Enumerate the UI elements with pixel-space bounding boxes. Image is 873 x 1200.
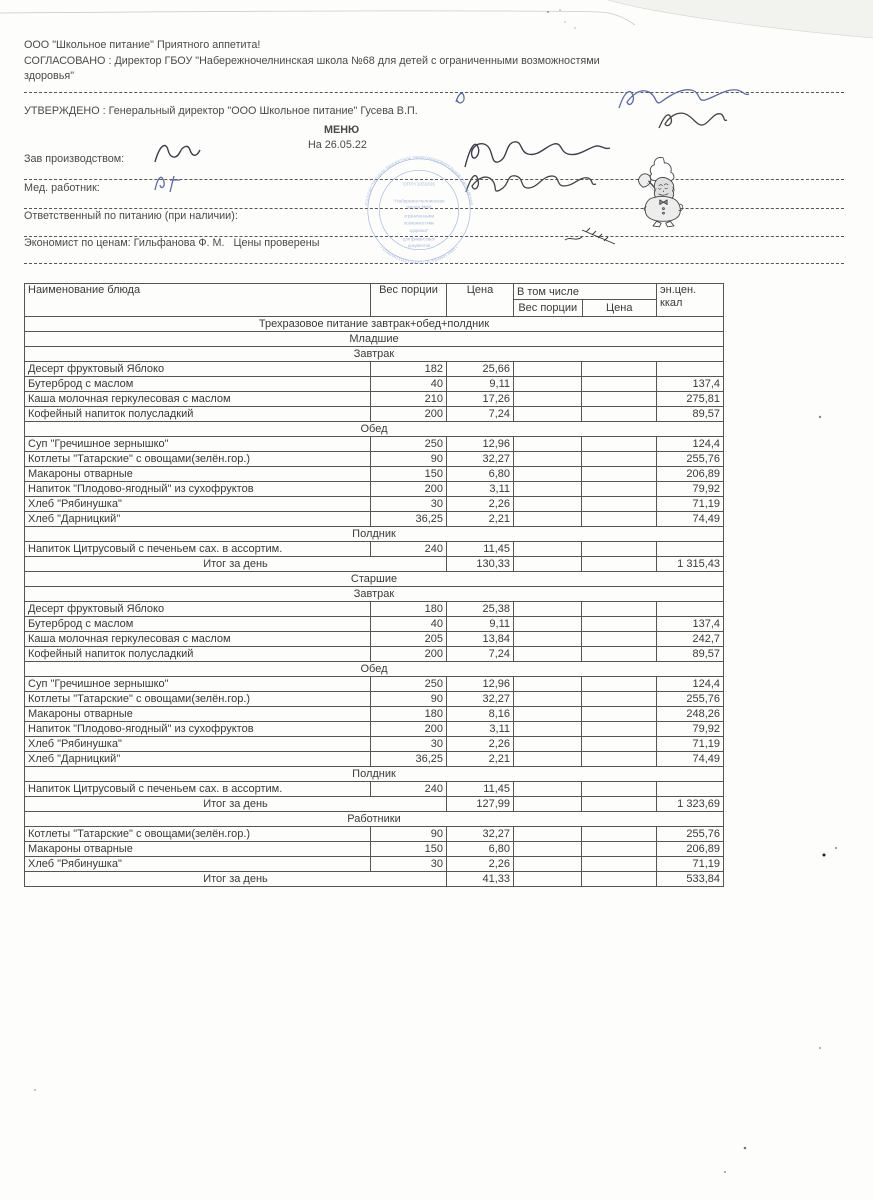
svg-text:школа №68: школа №68 [406,205,431,210]
svg-text:документов: документов [408,243,430,248]
svg-text:для финансовых: для финансовых [403,237,435,242]
svg-text:здоровья": здоровья" [410,228,429,233]
svg-text:ОГРН 1031616: ОГРН 1031616 [403,182,435,187]
svg-text:возможностями: возможностями [404,221,434,226]
svg-text:ограниченными: ограниченными [404,214,434,219]
svg-text:"Набережночелнинская: "Набережночелнинская [393,198,444,203]
